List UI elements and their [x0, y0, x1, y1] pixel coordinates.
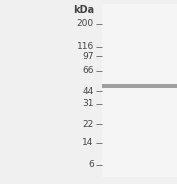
Text: kDa: kDa — [73, 5, 94, 15]
Text: 44: 44 — [82, 87, 94, 95]
Text: 200: 200 — [77, 20, 94, 28]
Text: 97: 97 — [82, 52, 94, 61]
Text: 116: 116 — [77, 43, 94, 51]
Bar — [102, 84, 177, 88]
Text: 6: 6 — [88, 160, 94, 169]
Text: 31: 31 — [82, 100, 94, 108]
Text: 22: 22 — [82, 120, 94, 129]
Text: 66: 66 — [82, 66, 94, 75]
Bar — [102, 4, 177, 177]
Text: 14: 14 — [82, 138, 94, 147]
